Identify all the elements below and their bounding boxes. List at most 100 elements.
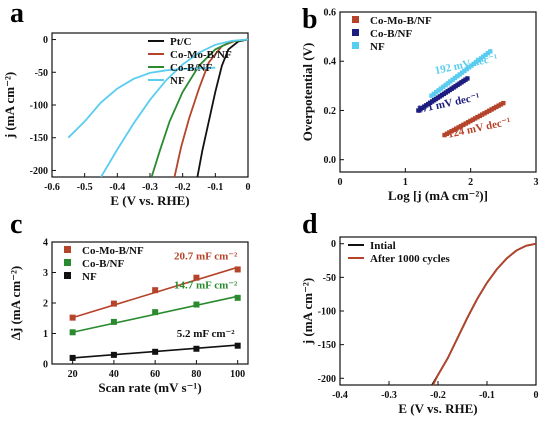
data-point: [110, 300, 117, 307]
data-point: [475, 114, 480, 120]
x-tick-label: 2: [468, 177, 473, 188]
data-point: [448, 79, 453, 84]
y-axis-label: j (mA cm⁻²): [300, 278, 315, 345]
legend-label: NF: [170, 75, 185, 87]
data-point: [152, 348, 159, 355]
data-point: [461, 122, 466, 128]
data-point: [491, 105, 497, 111]
data-point: [478, 56, 484, 61]
data-point: [452, 75, 458, 81]
data-point: [152, 309, 159, 316]
data-point: [459, 70, 465, 75]
data-point: [438, 86, 444, 91]
slope-annotation: 192 mV dec⁻¹: [434, 52, 499, 77]
data-point: [470, 117, 475, 122]
x-axis-label: E (V vs. RHE): [398, 401, 477, 416]
data-point: [481, 54, 486, 59]
y-tick-label: -100: [30, 101, 48, 112]
y-tick-label: -150: [318, 340, 336, 351]
data-point: [484, 109, 490, 115]
series-line: [150, 38, 248, 177]
data-point: [494, 104, 499, 110]
data-point: [433, 89, 439, 95]
series-group: [69, 266, 241, 361]
x-axis-label: Scan rate (mV s⁻¹): [98, 380, 201, 395]
y-tick-label: 0: [331, 239, 336, 250]
series-group: [431, 242, 536, 385]
data-point: [488, 49, 493, 54]
panel-label-b: b: [302, 4, 318, 35]
legend-label: After 1000 cycles: [370, 253, 451, 265]
data-point: [152, 287, 159, 294]
y-tick-label: -50: [35, 68, 48, 79]
data-point: [466, 65, 472, 70]
data-point: [441, 84, 446, 90]
data-point: [444, 131, 450, 136]
legend-label: Co-Mo-B/NF: [370, 15, 432, 27]
data-point: [498, 102, 504, 107]
data-point: [193, 345, 200, 352]
x-tick-label: -0.6: [44, 182, 60, 193]
legend-label: Co-B/NF: [82, 258, 124, 270]
x-tick-label: -0.4: [109, 182, 125, 193]
y-tick-label: -200: [318, 374, 336, 385]
data-point: [110, 351, 117, 358]
data-point: [442, 132, 447, 138]
series-group: [416, 49, 506, 138]
series-line: [100, 38, 248, 177]
legend-label: Co-Mo-B/NF: [170, 49, 232, 61]
x-axis-label: E (V vs. RHE): [110, 193, 189, 208]
x-tick-label: -0.3: [381, 390, 397, 401]
panel-d: -0.4 -0.3 -0.2 -0.1 0 0 -50 -100 -150 -200 E (V vs…: [300, 236, 539, 416]
y-tick-label: -100: [318, 307, 336, 318]
x-tick-label: 1: [403, 177, 408, 188]
legend-label: Co-B/NF: [170, 62, 212, 74]
data-point: [447, 130, 452, 135]
panel-c: 20 40 60 80 100 0 1 2 3 4 Scan rate (mV s⁻¹) Δj (mA…: [8, 238, 249, 395]
data-point: [489, 107, 494, 112]
data-point: [234, 294, 241, 301]
slope-annotation: 124 mV dec⁻¹: [447, 116, 512, 141]
data-point: [496, 103, 501, 108]
y-tick-label: 0.6: [324, 8, 337, 19]
data-point: [458, 123, 464, 129]
y-tick-label: 0.4: [324, 57, 337, 68]
data-point: [485, 50, 491, 56]
data-point: [193, 274, 200, 281]
x-tick-label: 3: [534, 177, 539, 188]
legend-label: Pt/C: [170, 36, 191, 48]
data-point: [449, 129, 454, 134]
legend-label: Intial: [370, 240, 396, 252]
data-point: [443, 82, 448, 88]
data-point: [69, 314, 76, 321]
x-tick-label: -0.5: [77, 182, 93, 193]
legend-swatch: [64, 259, 71, 266]
legend-label: Co-Mo-B/NF: [82, 245, 144, 257]
data-point: [501, 100, 506, 106]
legend-label: NF: [82, 271, 97, 283]
data-point: [110, 318, 117, 325]
panel-label-c: c: [10, 209, 22, 240]
y-tick-label: 0.0: [324, 155, 337, 166]
y-tick-label: 2: [43, 299, 48, 310]
panel-b: 0 1 2 3 0.0 0.2 0.4 0.6 Log [j (mA cm⁻²)] Overpot…: [300, 8, 539, 204]
legend-label: NF: [370, 41, 385, 53]
data-point: [469, 63, 474, 68]
x-tick-label: 0: [246, 182, 251, 193]
y-tick-label: 0: [43, 35, 48, 46]
data-point: [69, 354, 76, 361]
y-tick-label: 4: [43, 238, 48, 249]
legend-swatch: [352, 42, 359, 49]
y-tick-label: -50: [323, 273, 336, 284]
data-point: [482, 111, 487, 116]
data-point: [451, 127, 457, 133]
data-point: [487, 108, 492, 113]
series-group: [67, 38, 248, 177]
data-point: [436, 88, 441, 93]
data-point: [193, 301, 200, 308]
x-tick-label: 80: [191, 369, 201, 380]
data-point: [465, 76, 470, 81]
data-point: [463, 121, 468, 126]
y-axis-label: Δj (mA cm⁻²): [8, 266, 23, 341]
